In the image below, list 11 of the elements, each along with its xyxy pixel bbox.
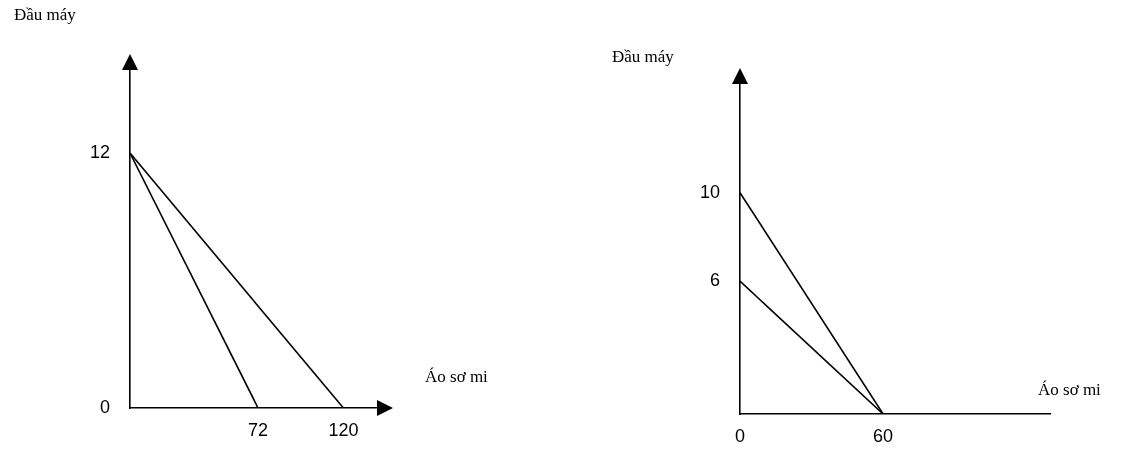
- y-axis-title: Đầu máy: [14, 5, 77, 24]
- x-axis-title: Áo sơ mi: [425, 367, 489, 386]
- x-axis-title: Áo sơ mi: [1038, 380, 1102, 399]
- y-tick-label: 6: [709, 270, 720, 291]
- x-tick-label: 0: [734, 425, 746, 446]
- x-tick-label: 60: [873, 425, 894, 446]
- y-tick-label: 12: [89, 141, 110, 162]
- y-tick-label: 10: [699, 181, 720, 202]
- x-tick-label: 72: [248, 419, 269, 440]
- y-axis-title: Đầu máy: [612, 47, 675, 66]
- x-tick-label: 120: [328, 419, 359, 440]
